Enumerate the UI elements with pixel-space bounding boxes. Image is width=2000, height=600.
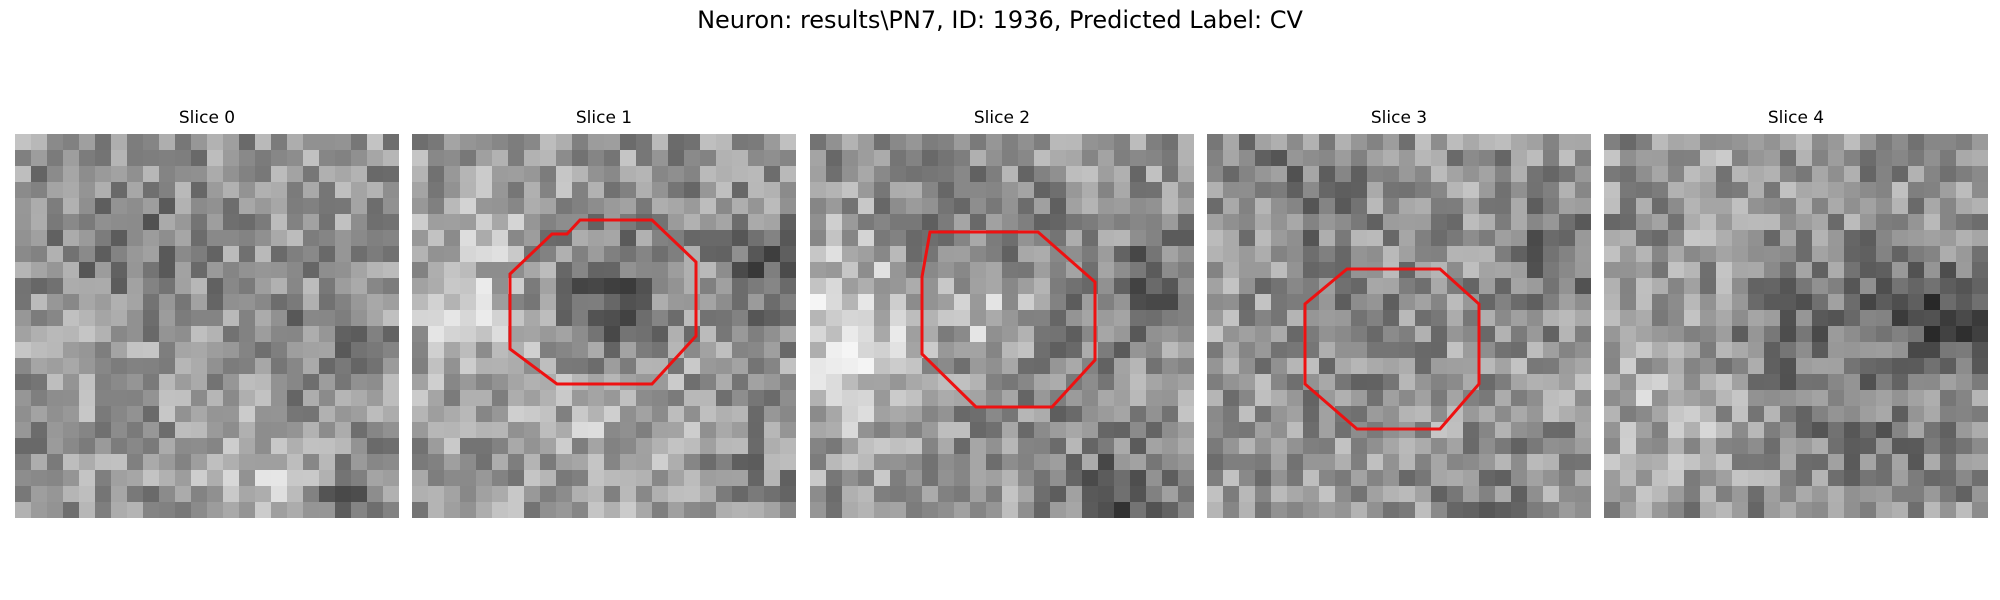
slice-title: Slice 1	[412, 108, 796, 128]
slice-title: Slice 3	[1207, 108, 1591, 128]
slice-panel-2: Slice 2	[810, 108, 1194, 520]
figure-title: Neuron: results\PN7, ID: 1936, Predicted…	[0, 6, 2000, 34]
slice-image	[810, 134, 1194, 518]
slice-image	[15, 134, 399, 518]
slice-image	[1604, 134, 1988, 518]
slice-panel-1: Slice 1	[412, 108, 796, 520]
slice-image	[412, 134, 796, 518]
slice-title: Slice 4	[1604, 108, 1988, 128]
slice-image	[1207, 134, 1591, 518]
slice-panel-0: Slice 0	[15, 108, 399, 520]
slice-title: Slice 2	[810, 108, 1194, 128]
slice-panel-4: Slice 4	[1604, 108, 1988, 520]
slice-panel-3: Slice 3	[1207, 108, 1591, 520]
slice-title: Slice 0	[15, 108, 399, 128]
